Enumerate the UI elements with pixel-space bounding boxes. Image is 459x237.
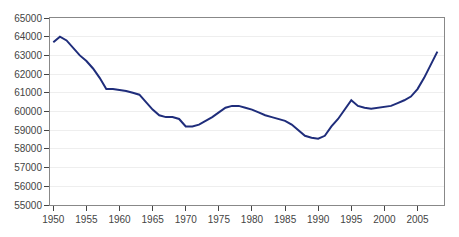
svg-text:1965: 1965: [142, 214, 165, 225]
svg-text:64000: 64000: [14, 31, 42, 42]
svg-text:1950: 1950: [42, 214, 65, 225]
svg-text:1980: 1980: [241, 214, 264, 225]
svg-text:1970: 1970: [175, 214, 198, 225]
svg-text:55000: 55000: [14, 200, 42, 211]
svg-text:1960: 1960: [108, 214, 131, 225]
svg-text:60000: 60000: [14, 106, 42, 117]
svg-text:65000: 65000: [14, 13, 42, 24]
svg-text:1975: 1975: [208, 214, 231, 225]
svg-text:1995: 1995: [340, 214, 363, 225]
svg-text:56000: 56000: [14, 181, 42, 192]
svg-text:62000: 62000: [14, 69, 42, 80]
svg-text:59000: 59000: [14, 125, 42, 136]
svg-text:2000: 2000: [373, 214, 396, 225]
svg-text:57000: 57000: [14, 162, 42, 173]
svg-text:1955: 1955: [75, 214, 98, 225]
svg-text:2005: 2005: [406, 214, 429, 225]
svg-text:1990: 1990: [307, 214, 330, 225]
svg-text:1985: 1985: [274, 214, 297, 225]
svg-text:63000: 63000: [14, 50, 42, 61]
svg-text:61000: 61000: [14, 87, 42, 98]
svg-text:58000: 58000: [14, 143, 42, 154]
